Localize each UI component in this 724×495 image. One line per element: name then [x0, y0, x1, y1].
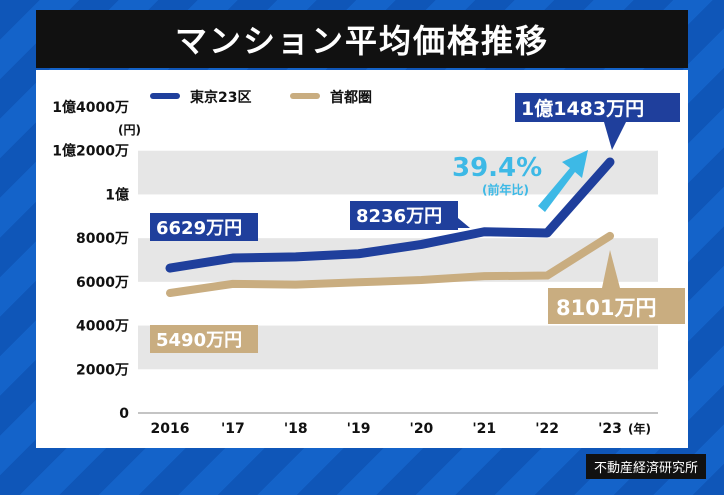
growth-arrow-icon [538, 150, 588, 212]
x-tick-label: '19 [347, 421, 371, 437]
x-tick-label: '22 [535, 421, 559, 437]
label-tokyo-2022: 8236万円 [356, 206, 442, 227]
y-tick-labels: 0 2000万 4000万 6000万 8000万 1億 1億2000万 1億4000万 [52, 99, 129, 422]
x-tick-label: '21 [472, 421, 496, 437]
y-tick-label: 2000万 [76, 362, 129, 378]
growth-note: (前年比) [482, 182, 529, 197]
y-tick-label: 1億2000万 [52, 143, 129, 160]
x-tick-labels: 2016 '17 '18 '19 '20 '21 '22 '23 [151, 421, 622, 437]
y-tick-label: 0 [119, 406, 129, 422]
label-tokyo-2023: 1億1483万円 [521, 97, 644, 120]
legend: 東京23区 首都圏 [150, 89, 372, 106]
growth-annotation: 39.4% (前年比) [452, 150, 588, 212]
x-tick-label: '17 [221, 421, 245, 437]
legend-swatch-tokyo [150, 93, 180, 99]
callout-metro-start: 5490万円 [150, 325, 258, 353]
callout-tokyo-2022: 8236万円 [350, 201, 470, 230]
legend-label-metro: 首都圏 [330, 89, 372, 106]
y-tick-label: 8000万 [76, 231, 129, 247]
y-tick-label: 1億 [105, 186, 129, 203]
x-tick-label: 2016 [151, 421, 190, 437]
x-tick-label: '18 [284, 421, 308, 437]
label-metro-2023: 8101万円 [556, 296, 656, 320]
page-title: マンション平均価格推移 [36, 10, 688, 68]
y-tick-label: 6000万 [76, 275, 129, 291]
series-lines [165, 157, 615, 298]
callout-tokyo-start: 6629万円 [150, 213, 258, 241]
y-tick-label: 1億4000万 [52, 99, 129, 116]
series-line-metro [166, 231, 614, 298]
legend-swatch-metro [290, 93, 320, 99]
x-tick-label: '20 [410, 421, 434, 437]
series-line-tokyo [165, 157, 615, 273]
label-tokyo-start: 6629万円 [156, 218, 242, 239]
y-tick-label: 4000万 [76, 319, 129, 335]
y-unit-label: (円) [118, 123, 141, 137]
growth-percent: 39.4% [452, 153, 542, 183]
label-metro-start: 5490万円 [156, 330, 242, 351]
x-unit-label: (年) [628, 421, 651, 436]
x-tick-label: '23 [598, 421, 622, 437]
callout-tokyo-2023: 1億1483万円 [515, 93, 680, 150]
callout-metro-2023: 8101万円 [548, 250, 685, 324]
legend-label-tokyo: 東京23区 [190, 89, 251, 106]
source-label: 不動産経済研究所 [585, 454, 706, 479]
